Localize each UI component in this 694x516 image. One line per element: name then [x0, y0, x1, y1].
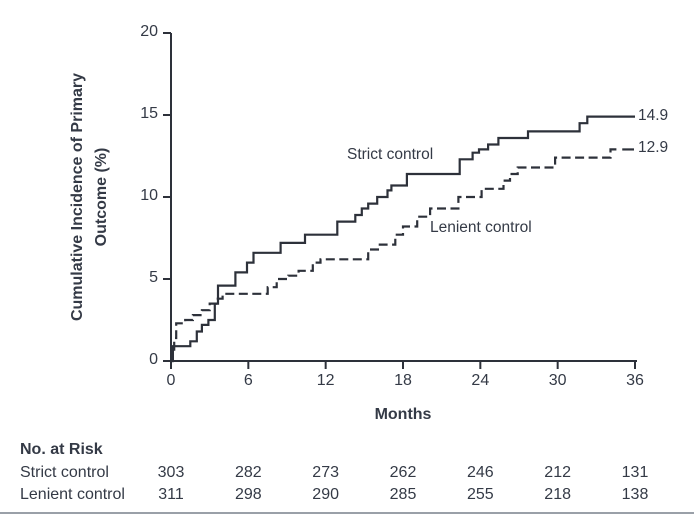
x-tick-label-30: 30 — [548, 372, 567, 389]
y-tick-label-5: 5 — [149, 269, 158, 286]
y-tick-label-15: 15 — [140, 105, 158, 122]
lenient-control-curve — [171, 148, 619, 363]
y-axis-title-line2: Outcome (%) — [93, 147, 110, 247]
end-value-strict-control: 14.9 — [638, 106, 669, 124]
series-label-strict-control: Strict control — [347, 146, 434, 163]
risk-value: 131 — [621, 464, 649, 481]
risk-value: 255 — [466, 486, 494, 503]
risk-value: 282 — [234, 464, 262, 481]
y-axis-title-line1: Cumulative Incidence of Primary — [69, 72, 86, 322]
risk-value: 273 — [312, 464, 339, 481]
figure-bottom-rule — [0, 512, 694, 514]
risk-row-label-strict: Strict control — [20, 464, 109, 481]
y-tick-label-10: 10 — [140, 187, 158, 204]
risk-value: 262 — [389, 464, 417, 481]
risk-value: 298 — [234, 486, 262, 503]
series-label-lenient-control: Lenient control — [430, 219, 532, 236]
risk-value: 311 — [158, 486, 184, 503]
end-value-lenient-control: 12.9 — [638, 139, 669, 157]
y-tick-label-20: 20 — [140, 23, 158, 40]
risk-value: 218 — [544, 486, 571, 503]
risk-value: 290 — [312, 486, 339, 503]
risk-value: 303 — [157, 464, 185, 481]
risk-value: 212 — [544, 464, 571, 481]
x-tick-label-24: 24 — [471, 372, 490, 389]
risk-value: 138 — [621, 486, 649, 503]
plot-area — [163, 32, 637, 369]
risk-table-title: No. at Risk — [20, 441, 103, 458]
x-axis-title: Months — [374, 406, 432, 423]
risk-row-label-lenient: Lenient control — [20, 486, 125, 503]
x-tick-label-12: 12 — [316, 372, 335, 389]
y-axis-title: Cumulative Incidence of Primary Outcome … — [66, 26, 114, 368]
x-tick-label-0: 0 — [166, 372, 176, 389]
y-tick-label-0: 0 — [149, 351, 158, 368]
x-tick-label-36: 36 — [626, 372, 644, 389]
x-tick-label-18: 18 — [394, 372, 412, 389]
strict-control-curve — [171, 115, 635, 363]
risk-value: 246 — [466, 464, 494, 481]
risk-value: 285 — [389, 486, 417, 503]
x-tick-label-6: 6 — [243, 372, 253, 389]
